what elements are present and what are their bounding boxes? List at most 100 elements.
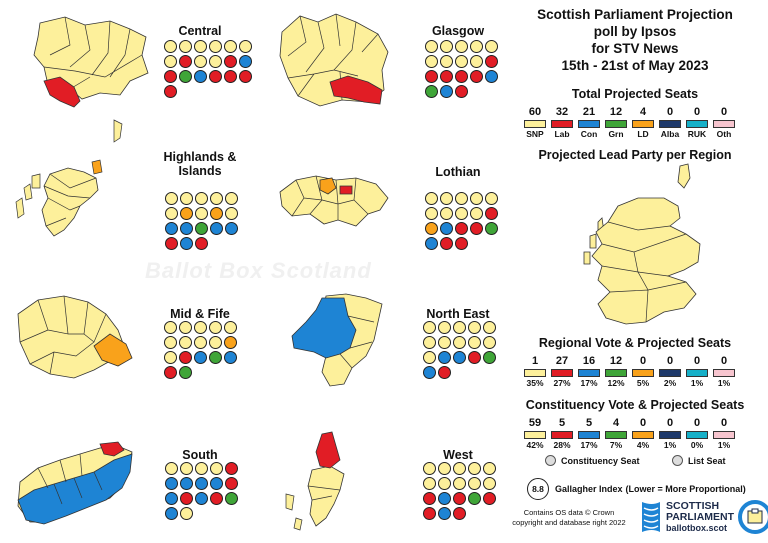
legend-vote-share: 17% [580,440,598,450]
region-name-lothian: Lothian [435,165,481,179]
region-name-glasgow: Glasgow [431,24,485,38]
seat-snp [470,207,483,220]
legend-seat-count: 60 [528,106,542,118]
seat-lab [225,477,238,490]
seat-snp [423,462,436,475]
seat-snp [195,192,208,205]
seat-lab [224,70,237,83]
west-lab-area [315,431,341,469]
legend-vote-share: 5% [636,378,650,388]
seat-lab [455,85,468,98]
legend-seat-count: 0 [720,106,728,118]
seat-lab [209,70,222,83]
constituency-title: Constituency Vote & Projected Seats [525,398,745,412]
seat-snp [440,207,453,220]
legend-vote-share: 1% [717,378,731,388]
legend-party-name: RUK [687,129,707,139]
seat-lab [425,70,438,83]
title-line-2: poll by Ipsos [593,24,677,39]
seat-snp [164,336,177,349]
legend-swatch-ruk [686,431,708,439]
south-lab-area [99,441,125,457]
legend-seat-count: 0 [666,106,674,118]
seat-lab [440,237,453,250]
legend-snp: 60 SNP [524,106,546,139]
regional-legend: 1 35% 27 27% 16 17% 12 12% 0 5% 0 2% 0 1% 0 1% [524,355,735,388]
seat-grid-mid-fife [164,321,239,379]
os-credit: Contains OS data © Crown copyright and d… [505,508,633,528]
legend-ruk: 0 0% [686,417,708,450]
seat-grid-north-east [423,321,498,379]
legend-seat-count: 16 [582,355,596,367]
seat-grn [485,222,498,235]
seat-snp [455,192,468,205]
seat-con [165,222,178,235]
seat-lab [224,55,237,68]
seat-snp [453,336,466,349]
legend-vote-share: 1% [717,440,731,450]
seat-grn [195,222,208,235]
seat-con [194,70,207,83]
lothian-ld-area [319,177,337,195]
seat-lab [470,70,483,83]
seat-con [165,492,178,505]
seat-lab [470,222,483,235]
seat-lab [468,351,481,364]
seat-con [425,237,438,250]
seat-lab [423,507,436,520]
legend-seat-count: 0 [666,417,674,429]
seat-con [440,222,453,235]
seat-grn [483,351,496,364]
seat-snp [224,40,237,53]
parliament-mark-icon [642,502,660,532]
seat-snp [194,336,207,349]
seat-snp [179,321,192,334]
seat-con [239,55,252,68]
region-name-west: West [443,448,473,462]
regional-title: Regional Vote & Projected Seats [538,336,732,350]
legend-seat-count: 27 [555,355,569,367]
credit-line-2: copyright and database right 2022 [512,518,626,527]
seat-snp [485,192,498,205]
legend-vote-share: 35% [526,378,544,388]
seat-snp [180,507,193,520]
seat-grid-central [164,40,254,98]
seat-lab [483,492,496,505]
seat-snp [483,336,496,349]
gallagher-note: (Lower = More Proportional) [625,484,746,494]
seat-snp [209,40,222,53]
legend-seat-count: 32 [555,106,569,118]
seat-ld [210,207,223,220]
key-constituency-label: Constituency Seat [561,455,640,466]
legend-lab: 27 27% [551,355,573,388]
legend-seat-count: 0 [693,417,701,429]
seat-snp [209,55,222,68]
legend-vote-share: 17% [580,378,598,388]
legend-swatch-ld [632,431,654,439]
seat-snp [483,462,496,475]
seat-ld [180,207,193,220]
seat-lab [180,492,193,505]
legend-seat-count: 5 [558,417,566,429]
lead-party-map [568,162,728,328]
seat-con [438,492,451,505]
legend-swatch-lab [551,120,573,128]
seat-lab [225,462,238,475]
seat-ld [425,222,438,235]
legend-alba: 0 2% [659,355,681,388]
seat-grn [179,70,192,83]
map-west [282,430,372,536]
legend-seat-count: 5 [585,417,593,429]
seat-lab [455,222,468,235]
seat-snp [483,477,496,490]
legend-swatch-con [578,431,600,439]
seat-lab [164,366,177,379]
legend-seat-count: 12 [609,106,623,118]
seat-snp [180,462,193,475]
seat-snp [440,55,453,68]
seat-snp [164,351,177,364]
legend-seat-count: 0 [639,417,647,429]
legend-con: 21 Con [578,106,600,139]
seat-snp [470,40,483,53]
seat-con [195,492,208,505]
